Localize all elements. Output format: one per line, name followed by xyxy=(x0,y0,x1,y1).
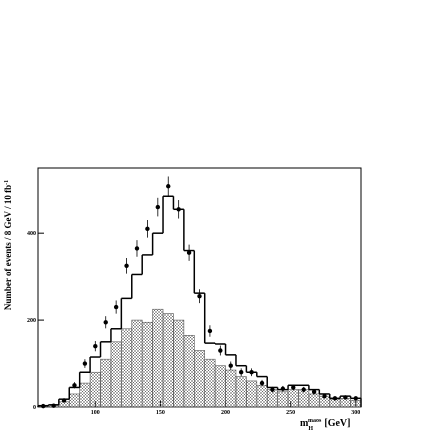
data-point xyxy=(238,370,244,375)
background-bin xyxy=(277,391,289,408)
x-tick-label: 200 xyxy=(221,410,230,416)
background-bin xyxy=(308,393,320,408)
x-tick-label: 150 xyxy=(156,410,165,416)
data-point xyxy=(311,389,317,394)
x-label-sub: H xyxy=(308,426,313,432)
data-point xyxy=(51,403,56,408)
x-axis-label: mHmaos [GeV] xyxy=(300,418,350,432)
data-point xyxy=(291,385,296,390)
background-bin xyxy=(121,328,133,408)
background-bin xyxy=(162,313,174,408)
x-label-sup: maos xyxy=(308,418,322,424)
data-point xyxy=(270,387,275,392)
background-bin xyxy=(225,369,237,408)
data-point xyxy=(332,396,338,401)
background-bin xyxy=(235,376,247,408)
y-label-text: Number of events / 8 GeV / 10 fb xyxy=(3,185,13,310)
x-tick-label: 100 xyxy=(91,410,100,416)
background-bin xyxy=(110,341,122,408)
data-point xyxy=(322,393,327,399)
data-point xyxy=(343,395,348,400)
y-tick-label: 400 xyxy=(27,231,36,237)
background-bin xyxy=(287,389,299,408)
background-bin xyxy=(152,308,164,408)
background-bin xyxy=(79,382,91,408)
x-label-main: m xyxy=(300,418,309,429)
background-bin xyxy=(256,384,268,408)
data-point xyxy=(228,363,233,368)
background-bin xyxy=(193,350,206,408)
data-point xyxy=(124,263,129,268)
background-bin xyxy=(173,319,185,408)
plot-area: 100 150 200 250 300 0 200 400 xyxy=(27,176,362,416)
data-point xyxy=(145,226,150,232)
background-bin xyxy=(183,334,195,408)
data-point xyxy=(176,207,181,212)
background-bin xyxy=(131,319,143,408)
x-label-unit: [GeV] xyxy=(324,418,350,429)
data-point xyxy=(72,383,77,388)
data-point xyxy=(113,304,119,310)
background-bin xyxy=(100,358,112,408)
background-bin xyxy=(246,380,258,408)
data-point xyxy=(103,320,108,325)
data-point xyxy=(41,403,46,409)
data-point xyxy=(61,398,67,403)
data-point xyxy=(134,246,140,251)
data-point xyxy=(186,250,192,255)
background-bin xyxy=(204,358,216,408)
data-point xyxy=(259,380,265,386)
x-tick-label: 300 xyxy=(351,410,360,416)
data-point xyxy=(301,387,306,392)
x-tick-label: 250 xyxy=(286,410,295,416)
data-point xyxy=(353,396,358,401)
y-axis-label: Number of events / 8 GeV / 10 fb-1 xyxy=(3,180,13,310)
data-point xyxy=(197,293,202,299)
y-tick-label: 0 xyxy=(33,405,36,411)
background-bin xyxy=(214,365,226,408)
background-bin xyxy=(141,321,153,408)
background-bin xyxy=(89,371,101,408)
y-tick-label: 200 xyxy=(27,318,36,324)
data-point xyxy=(249,370,254,375)
background-bin xyxy=(350,400,362,408)
data-point xyxy=(82,361,88,366)
data-point xyxy=(155,204,161,210)
background-bin xyxy=(68,393,80,408)
data-point xyxy=(93,343,98,349)
data-point xyxy=(166,184,171,189)
data-point xyxy=(218,348,223,353)
data-point xyxy=(280,386,286,391)
data-point xyxy=(207,328,213,334)
y-label-sup: -1 xyxy=(4,180,10,185)
